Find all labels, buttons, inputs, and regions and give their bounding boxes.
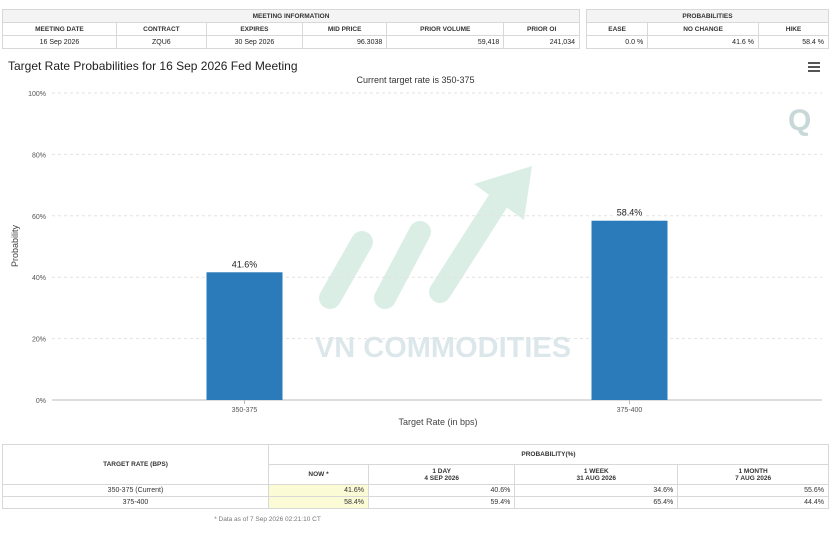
col-contract: CONTRACT bbox=[115, 22, 207, 36]
month-value: 44.4% bbox=[677, 496, 829, 509]
y-tick-labels: 0% 20% 40% 60% 80% 100% bbox=[28, 91, 46, 405]
watermark-text: VN COMMODITIES bbox=[315, 332, 571, 364]
prior-oi-value: 241,034 bbox=[503, 35, 580, 49]
meeting-information-heading: MEETING INFORMATION bbox=[2, 9, 580, 23]
x-axis-label: Target Rate (in bps) bbox=[398, 417, 477, 427]
col-expires: EXPIRES bbox=[205, 22, 304, 36]
hamburger-menu-icon[interactable] bbox=[808, 62, 820, 72]
x-tick-label: 350-375 bbox=[232, 407, 258, 414]
expires-value: 30 Sep 2026 bbox=[205, 35, 304, 49]
top-info-tables: MEETING INFORMATION MEETING DATE CONTRAC… bbox=[0, 0, 831, 56]
x-tick-labels: 350-375 375-400 bbox=[232, 400, 643, 414]
mid-price-value: 96.3038 bbox=[302, 35, 388, 49]
bar-350-375[interactable] bbox=[206, 272, 283, 400]
y-tick-label: 60% bbox=[32, 214, 46, 221]
meeting-information-row: 16 Sep 2026 ZQU6 30 Sep 2026 96.3038 59,… bbox=[2, 35, 580, 49]
probability-history-table: TARGET RATE (BPS) PROBABILITY(%) NOW * 1… bbox=[2, 444, 829, 509]
col-mid-price: MID PRICE bbox=[302, 22, 388, 36]
day-value: 59.4% bbox=[367, 496, 516, 509]
q-logo-icon: Q bbox=[788, 104, 812, 137]
prior-volume-value: 59,418 bbox=[386, 35, 505, 49]
col-1-day: 1 DAY 4 SEP 2026 bbox=[367, 464, 516, 485]
week-value: 34.6% bbox=[514, 484, 679, 497]
probabilities-heading: PROBABILITIES bbox=[586, 9, 829, 23]
bar-chart: VN COMMODITIES 0% 20% 40% 60% 80% 100% 41.6% 5… bbox=[10, 91, 822, 427]
y-tick-label: 100% bbox=[28, 91, 46, 98]
table-row: 375-400 58.4% 59.4% 65.4% 44.4% bbox=[2, 496, 829, 509]
meeting-date-value: 16 Sep 2026 bbox=[2, 35, 117, 49]
y-tick-label: 20% bbox=[32, 337, 46, 344]
col-hike: HIKE bbox=[757, 22, 830, 36]
month-value: 55.6% bbox=[677, 484, 829, 497]
bars: 41.6% 58.4% bbox=[206, 208, 668, 400]
target-rate-header: TARGET RATE (BPS) bbox=[2, 444, 269, 485]
no-change-value: 41.6 % bbox=[647, 35, 759, 49]
hike-value: 58.4 % bbox=[757, 35, 830, 49]
week-value: 65.4% bbox=[514, 496, 679, 509]
chart-subtitle: Current target rate is 350-375 bbox=[356, 75, 475, 85]
col-meeting-date: MEETING DATE bbox=[2, 22, 117, 36]
watermark-logo-graphic bbox=[319, 166, 532, 309]
day-value: 40.6% bbox=[367, 484, 516, 497]
probabilities-row: 0.0 % 41.6 % 58.4 % bbox=[585, 35, 830, 49]
y-tick-label: 0% bbox=[36, 398, 46, 405]
col-now: NOW * bbox=[268, 464, 369, 485]
col-1-month: 1 MONTH 7 AUG 2026 bbox=[677, 464, 829, 485]
y-axis-label: Probability bbox=[10, 224, 20, 267]
now-value: 58.4% bbox=[268, 496, 369, 509]
data-timestamp-footnote: * Data as of 7 Sep 2026 02:21:10 CT bbox=[214, 516, 321, 523]
bar-375-400[interactable] bbox=[591, 220, 668, 400]
row-label: 350-375 (Current) bbox=[2, 484, 269, 497]
contract-value: ZQU6 bbox=[115, 35, 207, 49]
y-tick-label: 40% bbox=[32, 275, 46, 282]
col-prior-oi: PRIOR OI bbox=[503, 22, 580, 36]
y-tick-label: 80% bbox=[32, 152, 46, 159]
ease-value: 0.0 % bbox=[585, 35, 649, 49]
col-prior-volume: PRIOR VOLUME bbox=[386, 22, 505, 36]
col-1-week: 1 WEEK 31 AUG 2026 bbox=[514, 464, 679, 485]
col-no-change: NO CHANGE bbox=[647, 22, 759, 36]
meeting-information-table: MEETING INFORMATION MEETING DATE CONTRAC… bbox=[2, 9, 580, 49]
row-label: 375-400 bbox=[2, 496, 269, 509]
chart-title: Target Rate Probabilities for 16 Sep 202… bbox=[8, 59, 298, 73]
probabilities-table: PROBABILITIES EASE NO CHANGE HIKE 0.0 % … bbox=[585, 9, 830, 49]
x-tick-label: 375-400 bbox=[617, 407, 643, 414]
probability-header: PROBABILITY(%) bbox=[268, 444, 829, 465]
table-row: 350-375 (Current) 41.6% 40.6% 34.6% 55.6… bbox=[2, 484, 829, 497]
bar-value-label: 41.6% bbox=[232, 259, 258, 269]
bar-value-label: 58.4% bbox=[617, 208, 643, 218]
now-value: 41.6% bbox=[268, 484, 369, 497]
col-ease: EASE bbox=[585, 22, 649, 36]
grid-lines bbox=[52, 92, 822, 401]
